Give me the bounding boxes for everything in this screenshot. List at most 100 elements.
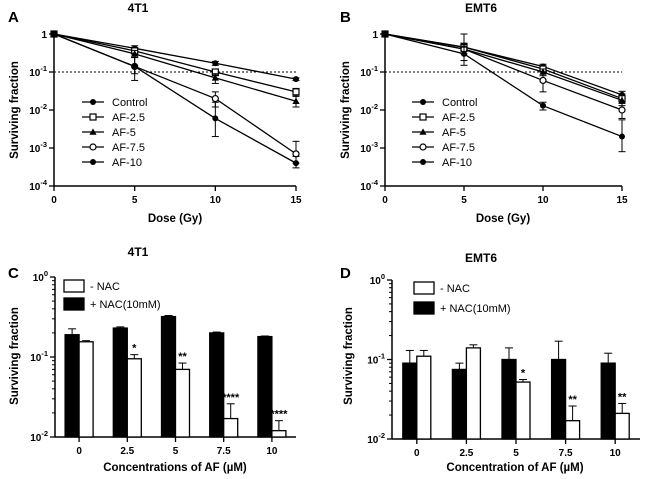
x-tick-label: 5	[513, 448, 519, 459]
series-control	[51, 31, 300, 83]
y-tick-label: 10-2	[360, 102, 378, 117]
legend-marker	[89, 143, 97, 151]
bar-open	[515, 381, 531, 440]
bar-open	[614, 412, 630, 440]
bar-open	[271, 430, 287, 438]
bar-open	[223, 417, 239, 438]
y-tick-label: 100	[33, 269, 48, 284]
legend-swatch	[413, 281, 435, 295]
y-tick-label: 1	[41, 30, 47, 41]
legend-label: - NAC	[90, 281, 120, 293]
data-point	[292, 88, 300, 96]
x-tick-label: 10	[610, 448, 622, 459]
legend-label: AF-7.5	[442, 142, 475, 154]
bar-filled	[209, 332, 225, 438]
x-tick-label: 10	[537, 195, 549, 206]
bar-filled	[402, 362, 418, 440]
panel-c: C 4T1 Surviving fraction Concentrations of …	[8, 245, 296, 474]
legend-marker	[89, 113, 97, 121]
panel-a: A 4T1 Surviving fraction Dose (Gy) 1 10-1 10-2…	[8, 1, 302, 225]
x-axis-label: Dose (Gy)	[476, 213, 530, 225]
y-tick-label: 100	[370, 272, 385, 287]
bar-filled	[550, 358, 567, 440]
panel-d: D EMT6 Surviving fraction Concentration of …	[340, 251, 640, 474]
bar-filled	[600, 362, 616, 440]
y-tick-label: 10-1	[30, 349, 48, 364]
y-tick-label: 10-3	[29, 140, 47, 155]
bar-filled	[451, 368, 468, 440]
bar-filled	[112, 327, 128, 438]
y-tick-label: 10-4	[29, 178, 48, 193]
series-af-10	[51, 31, 300, 169]
series-line	[53, 33, 297, 102]
series-line	[384, 33, 623, 100]
x-tick-label: 2.5	[459, 448, 473, 459]
data-point	[540, 102, 546, 109]
bar-open	[465, 347, 482, 440]
x-axis-label: Concentrations of AF (µM)	[103, 462, 247, 474]
series-line	[53, 33, 297, 80]
legend-label: AF-10	[112, 157, 142, 169]
bar-open	[564, 420, 581, 440]
y-tick-label: 10-4	[360, 178, 379, 193]
y-axis-label: Surviving fraction	[9, 61, 21, 159]
panel-letter: A	[8, 9, 19, 26]
data-point	[618, 96, 626, 104]
legend-marker	[420, 159, 426, 165]
legend-label: AF-5	[442, 127, 466, 139]
significance-label: *	[521, 368, 526, 380]
x-tick-label: 2.5	[120, 446, 134, 457]
y-tick-label: 10-2	[29, 102, 47, 117]
legend-label: + NAC(10mM)	[90, 299, 161, 311]
data-point	[292, 97, 300, 105]
bar-filled	[257, 335, 273, 438]
x-tick-label: 15	[290, 195, 302, 206]
x-tick-label: 7.5	[559, 448, 573, 459]
significance-label: ****	[270, 409, 288, 421]
legend-label: - NAC	[440, 283, 470, 295]
legend-label: Control	[442, 97, 477, 109]
series-line	[384, 33, 623, 101]
bar-open	[174, 368, 191, 438]
legend-label: Control	[112, 97, 147, 109]
x-tick-label: 5	[132, 195, 138, 206]
significance-label: *	[132, 343, 137, 355]
data-point	[211, 74, 219, 81]
data-point	[619, 133, 625, 140]
y-axis-label: Surviving fraction	[343, 307, 355, 405]
chart-title: 4T1	[128, 1, 149, 15]
x-tick-label: 10	[266, 446, 278, 457]
data-point	[293, 76, 299, 83]
bar-filled	[501, 358, 517, 440]
series-af-7-5	[50, 30, 300, 164]
legend-swatch	[63, 279, 85, 293]
series-af-10	[382, 31, 626, 153]
legend-swatch	[413, 301, 435, 315]
legend-label: AF-7.5	[112, 142, 145, 154]
y-tick-label: 10-2	[367, 431, 385, 446]
data-point	[539, 76, 547, 85]
legend-label: AF-2.5	[112, 112, 145, 124]
legend-label: + NAC(10mM)	[440, 303, 511, 315]
legend-label: AF-2.5	[442, 112, 475, 124]
x-tick-label: 5	[461, 195, 467, 206]
data-point	[131, 63, 138, 70]
significance-label: **	[178, 351, 187, 363]
x-tick-label: 0	[51, 195, 57, 206]
bar-open	[416, 355, 432, 440]
legend-marker	[420, 99, 426, 105]
chart-title: EMT6	[465, 1, 497, 15]
data-point	[293, 160, 299, 167]
bar-filled	[64, 334, 80, 438]
data-point	[212, 115, 219, 122]
x-tick-label: 0	[76, 446, 82, 457]
chart-title: EMT6	[465, 251, 497, 265]
chart-title: 4T1	[128, 245, 149, 259]
legend-marker	[419, 113, 427, 121]
y-tick-label: 1	[372, 30, 378, 41]
bar-open	[126, 358, 142, 438]
y-tick-label: 10-1	[360, 64, 378, 79]
legend-marker	[89, 128, 97, 135]
series-af-2-5	[50, 30, 300, 97]
